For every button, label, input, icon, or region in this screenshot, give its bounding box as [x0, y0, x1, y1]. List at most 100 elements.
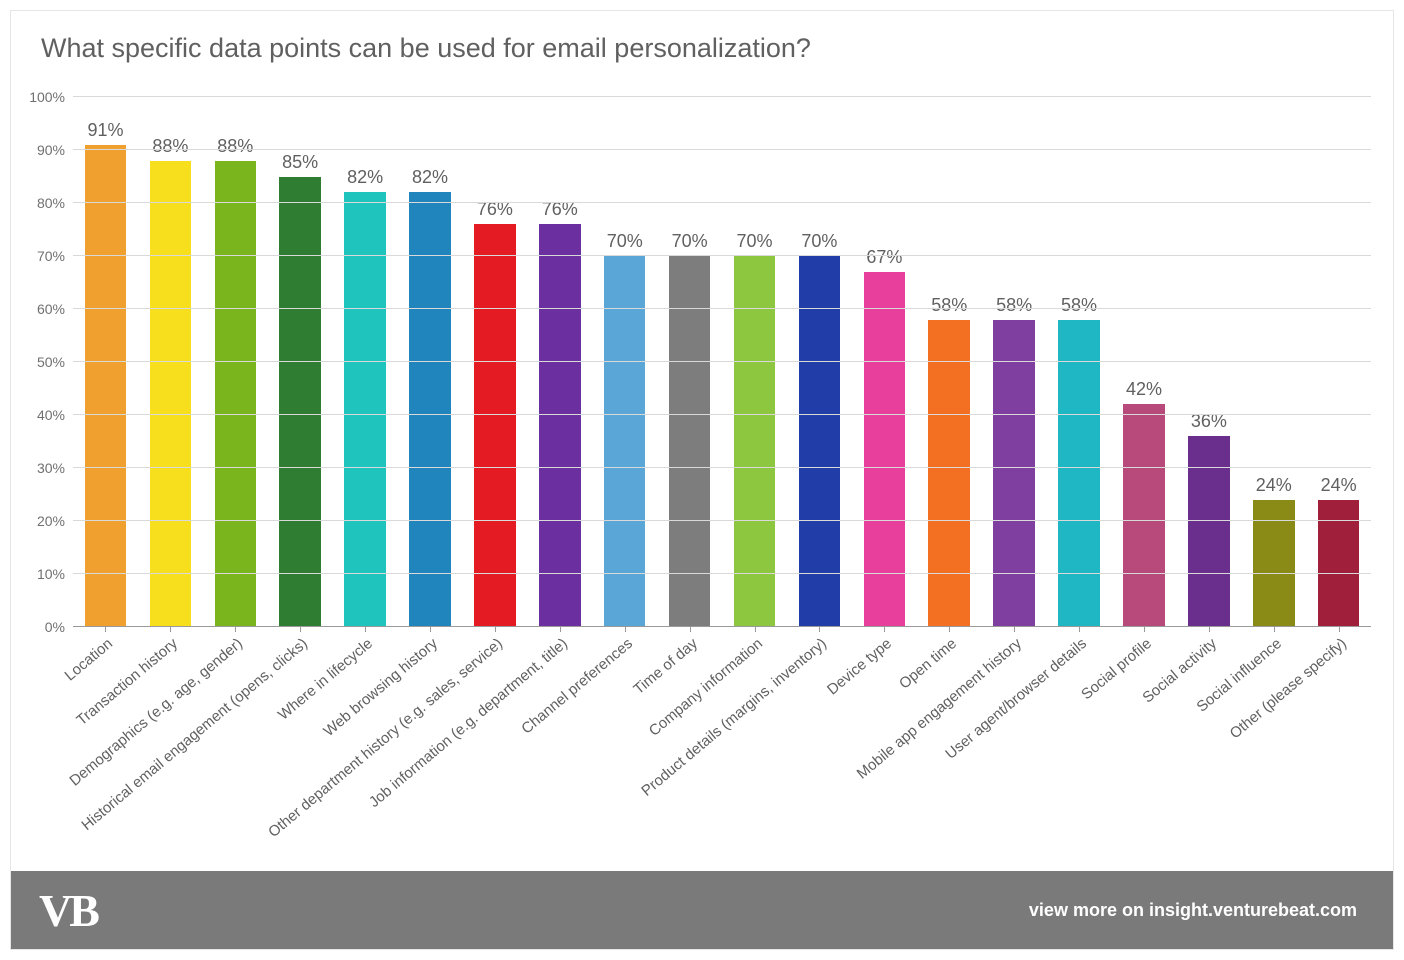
- x-tick-mark: [819, 627, 820, 632]
- bar: 88%: [150, 161, 192, 627]
- x-tick-mark: [625, 627, 626, 632]
- bar-slot: 91%: [73, 97, 138, 627]
- x-tick-mark: [690, 627, 691, 632]
- bar-value-label: 24%: [1256, 475, 1292, 496]
- x-tick-mark: [1209, 627, 1210, 632]
- bar-value-label: 24%: [1321, 475, 1357, 496]
- y-tick-label: 100%: [29, 89, 65, 105]
- chart-title: What specific data points can be used fo…: [41, 33, 811, 64]
- gridline: [73, 202, 1371, 203]
- y-tick-label: 20%: [37, 513, 65, 529]
- x-label-slot: Demographics (e.g. age, gender): [203, 627, 268, 867]
- bar: 91%: [85, 145, 127, 627]
- bar-slot: 70%: [787, 97, 852, 627]
- bar-slot: 82%: [333, 97, 398, 627]
- x-tick-mark: [365, 627, 366, 632]
- x-tick-mark: [1339, 627, 1340, 632]
- bar: 24%: [1318, 500, 1360, 627]
- x-tick-mark: [1014, 627, 1015, 632]
- bar: 70%: [734, 256, 776, 627]
- bar: 58%: [928, 320, 970, 627]
- plot-area: 91% 88% 88% 85% 82% 82% 76% 76% 70% 70% 70% 70% 67% 5…: [73, 97, 1371, 627]
- gridline: [73, 255, 1371, 256]
- bar: 24%: [1253, 500, 1295, 627]
- bar-value-label: 42%: [1126, 379, 1162, 400]
- chart-frame: What specific data points can be used fo…: [10, 10, 1394, 950]
- gridline: [73, 96, 1371, 97]
- x-label-slot: Channel preferences: [592, 627, 657, 867]
- bar-value-label: 91%: [87, 120, 123, 141]
- x-labels: LocationTransaction historyDemographics …: [73, 627, 1371, 867]
- bar-slot: 24%: [1241, 97, 1306, 627]
- x-label-slot: Social activity: [1176, 627, 1241, 867]
- bar-slot: 58%: [982, 97, 1047, 627]
- bar: 76%: [474, 224, 516, 627]
- gridline: [73, 361, 1371, 362]
- x-tick-mark: [1274, 627, 1275, 632]
- bar-value-label: 88%: [217, 136, 253, 157]
- bar-slot: 85%: [268, 97, 333, 627]
- x-tick-mark: [884, 627, 885, 632]
- x-label-slot: Social influence: [1241, 627, 1306, 867]
- bar-slot: 42%: [1112, 97, 1177, 627]
- x-tick-mark: [105, 627, 106, 632]
- bar: 70%: [669, 256, 711, 627]
- y-tick-label: 70%: [37, 248, 65, 264]
- bar: 76%: [539, 224, 581, 627]
- bar: 42%: [1123, 404, 1165, 627]
- x-label-slot: User agent/browser details: [1047, 627, 1112, 867]
- x-label-slot: Other department history (e.g. sales, se…: [462, 627, 527, 867]
- y-tick-label: 0%: [45, 619, 65, 635]
- y-tick-label: 90%: [37, 142, 65, 158]
- x-label-slot: Product details (margins, inventory): [787, 627, 852, 867]
- bar: 36%: [1188, 436, 1230, 627]
- bar-value-label: 70%: [801, 231, 837, 252]
- bar: 82%: [409, 192, 451, 627]
- x-label-slot: Mobile app engagement history: [982, 627, 1047, 867]
- bar: 58%: [993, 320, 1035, 627]
- bar: 58%: [1058, 320, 1100, 627]
- x-tick-mark: [1079, 627, 1080, 632]
- bar-value-label: 67%: [866, 247, 902, 268]
- x-tick-mark: [755, 627, 756, 632]
- bar-slot: 36%: [1176, 97, 1241, 627]
- x-tick-mark: [495, 627, 496, 632]
- gridline: [73, 467, 1371, 468]
- y-tick-label: 10%: [37, 566, 65, 582]
- bar: 70%: [799, 256, 841, 627]
- bar-value-label: 85%: [282, 152, 318, 173]
- bar: 88%: [215, 161, 257, 627]
- bar-value-label: 82%: [347, 167, 383, 188]
- bar-value-label: 70%: [672, 231, 708, 252]
- bar-slot: 76%: [527, 97, 592, 627]
- bar-slot: 70%: [657, 97, 722, 627]
- bar-slot: 67%: [852, 97, 917, 627]
- x-tick-mark: [1144, 627, 1145, 632]
- gridline: [73, 308, 1371, 309]
- bars-container: 91% 88% 88% 85% 82% 82% 76% 76% 70% 70% 70% 70% 67% 5…: [73, 97, 1371, 627]
- vb-logo: VB: [39, 884, 97, 937]
- bar: 70%: [604, 256, 646, 627]
- footer-text: view more on insight.venturebeat.com: [1029, 900, 1357, 921]
- x-tick-mark: [430, 627, 431, 632]
- bar-value-label: 82%: [412, 167, 448, 188]
- y-tick-label: 40%: [37, 407, 65, 423]
- x-label-slot: Company information: [722, 627, 787, 867]
- x-tick-mark: [170, 627, 171, 632]
- y-tick-label: 30%: [37, 460, 65, 476]
- bar: 85%: [279, 177, 321, 628]
- footer-bar: VB view more on insight.venturebeat.com: [11, 871, 1393, 949]
- bar-slot: 76%: [462, 97, 527, 627]
- bar-slot: 70%: [722, 97, 787, 627]
- x-tick-mark: [560, 627, 561, 632]
- y-tick-label: 50%: [37, 354, 65, 370]
- bar-value-label: 70%: [737, 231, 773, 252]
- gridline: [73, 414, 1371, 415]
- bar: 82%: [344, 192, 386, 627]
- gridline: [73, 520, 1371, 521]
- gridline: [73, 573, 1371, 574]
- bar-slot: 24%: [1306, 97, 1371, 627]
- y-tick-label: 80%: [37, 195, 65, 211]
- y-tick-label: 60%: [37, 301, 65, 317]
- bar-slot: 58%: [917, 97, 982, 627]
